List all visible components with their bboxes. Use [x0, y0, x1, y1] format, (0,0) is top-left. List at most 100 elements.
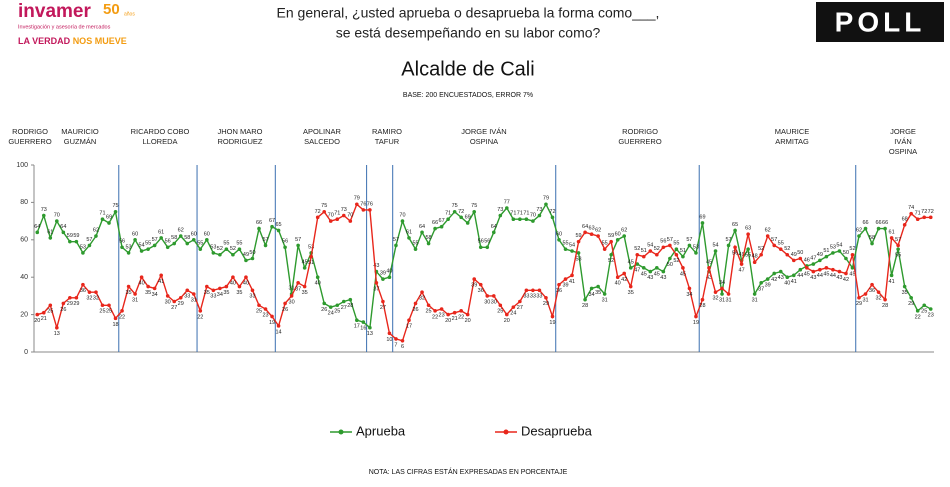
value-label: 60: [132, 231, 138, 237]
value-label: 31: [602, 297, 608, 303]
value-label: 47: [739, 268, 745, 274]
value-label: 55: [602, 241, 608, 247]
point: [446, 312, 450, 317]
point: [35, 230, 40, 235]
value-label: 66: [876, 220, 882, 226]
period-label: RODRIGUEZ: [218, 137, 263, 146]
point: [922, 215, 927, 220]
value-label: 25: [334, 309, 340, 315]
value-label: 35: [236, 290, 242, 296]
value-label: 56: [119, 239, 125, 245]
value-label: 54: [139, 242, 145, 248]
value-label: 50: [843, 250, 849, 256]
value-label: 50: [249, 250, 255, 256]
period-label: OSPINA: [889, 147, 917, 156]
point: [837, 249, 842, 253]
value-label: 57: [295, 237, 301, 243]
value-label: 40: [386, 269, 392, 275]
value-label: 40: [615, 281, 621, 287]
value-label: 19: [269, 320, 275, 326]
point: [739, 262, 744, 266]
point: [100, 303, 105, 308]
value-label: 28: [699, 303, 705, 309]
period-label: IVÁN: [894, 137, 912, 146]
point: [48, 303, 53, 308]
value-label: 70: [328, 213, 334, 219]
point: [831, 251, 835, 255]
value-label: 64: [582, 224, 588, 230]
point: [485, 294, 490, 298]
point: [420, 290, 424, 294]
value-label: 28: [347, 303, 353, 309]
point: [328, 219, 333, 223]
value-label: 43: [373, 263, 379, 269]
value-label: 67: [439, 218, 445, 224]
value-label: 22: [458, 314, 464, 320]
value-label: 32: [419, 296, 425, 302]
value-label: 71: [915, 211, 921, 217]
point: [178, 295, 183, 300]
value-label: 46: [804, 257, 810, 263]
value-label: 47: [810, 256, 816, 262]
point: [283, 301, 287, 306]
value-label: 44: [830, 273, 836, 279]
value-label: 62: [178, 228, 184, 234]
value-label: 41: [158, 279, 164, 285]
value-label: 64: [60, 224, 66, 230]
point: [302, 266, 307, 270]
point: [635, 262, 640, 266]
value-label: 62: [765, 228, 771, 234]
point: [178, 234, 183, 238]
value-label: 66: [256, 220, 262, 226]
point: [596, 234, 600, 238]
point: [426, 241, 431, 246]
point: [368, 208, 372, 212]
value-label: 33: [530, 294, 536, 300]
point: [55, 325, 59, 330]
value-label: 43: [706, 275, 712, 281]
value-label: 52: [673, 258, 679, 264]
value-label: 29: [178, 301, 184, 307]
point: [55, 219, 59, 223]
value-label: 45: [804, 271, 810, 277]
question-line: se está desempeñando en su labor como?: [336, 25, 601, 41]
period-label: OSPINA: [470, 137, 498, 146]
value-label: 57: [895, 237, 901, 243]
point: [928, 215, 933, 220]
value-label: 64: [34, 224, 40, 230]
y-tick-label: 80: [20, 199, 28, 206]
value-label: 57: [771, 237, 777, 243]
value-label: 40: [315, 281, 321, 287]
point: [87, 243, 92, 248]
value-label: 35: [595, 290, 601, 296]
value-label: 33: [249, 294, 255, 300]
point: [315, 275, 320, 280]
point: [439, 307, 444, 311]
value-label: 45: [849, 271, 855, 277]
point: [583, 230, 587, 235]
value-label: 57: [262, 237, 268, 243]
point: [322, 301, 327, 306]
value-label: 25: [256, 309, 262, 315]
point: [328, 305, 333, 309]
value-label: 34: [217, 292, 223, 298]
point: [622, 271, 627, 276]
point: [883, 297, 887, 302]
value-label: 33: [184, 294, 190, 300]
value-label: 76: [367, 201, 373, 207]
value-label: 44: [797, 273, 803, 279]
point: [224, 247, 229, 251]
period-label: JORGE IVÁN: [461, 127, 506, 136]
value-label: 55: [673, 241, 679, 247]
point: [602, 292, 607, 296]
value-label: 49: [817, 252, 823, 258]
value-label: 43: [810, 275, 816, 281]
point: [844, 256, 848, 261]
point: [237, 247, 242, 251]
point: [726, 243, 731, 248]
value-label: 59: [73, 233, 79, 239]
point: [726, 292, 731, 296]
point: [263, 307, 268, 311]
point: [218, 252, 222, 257]
